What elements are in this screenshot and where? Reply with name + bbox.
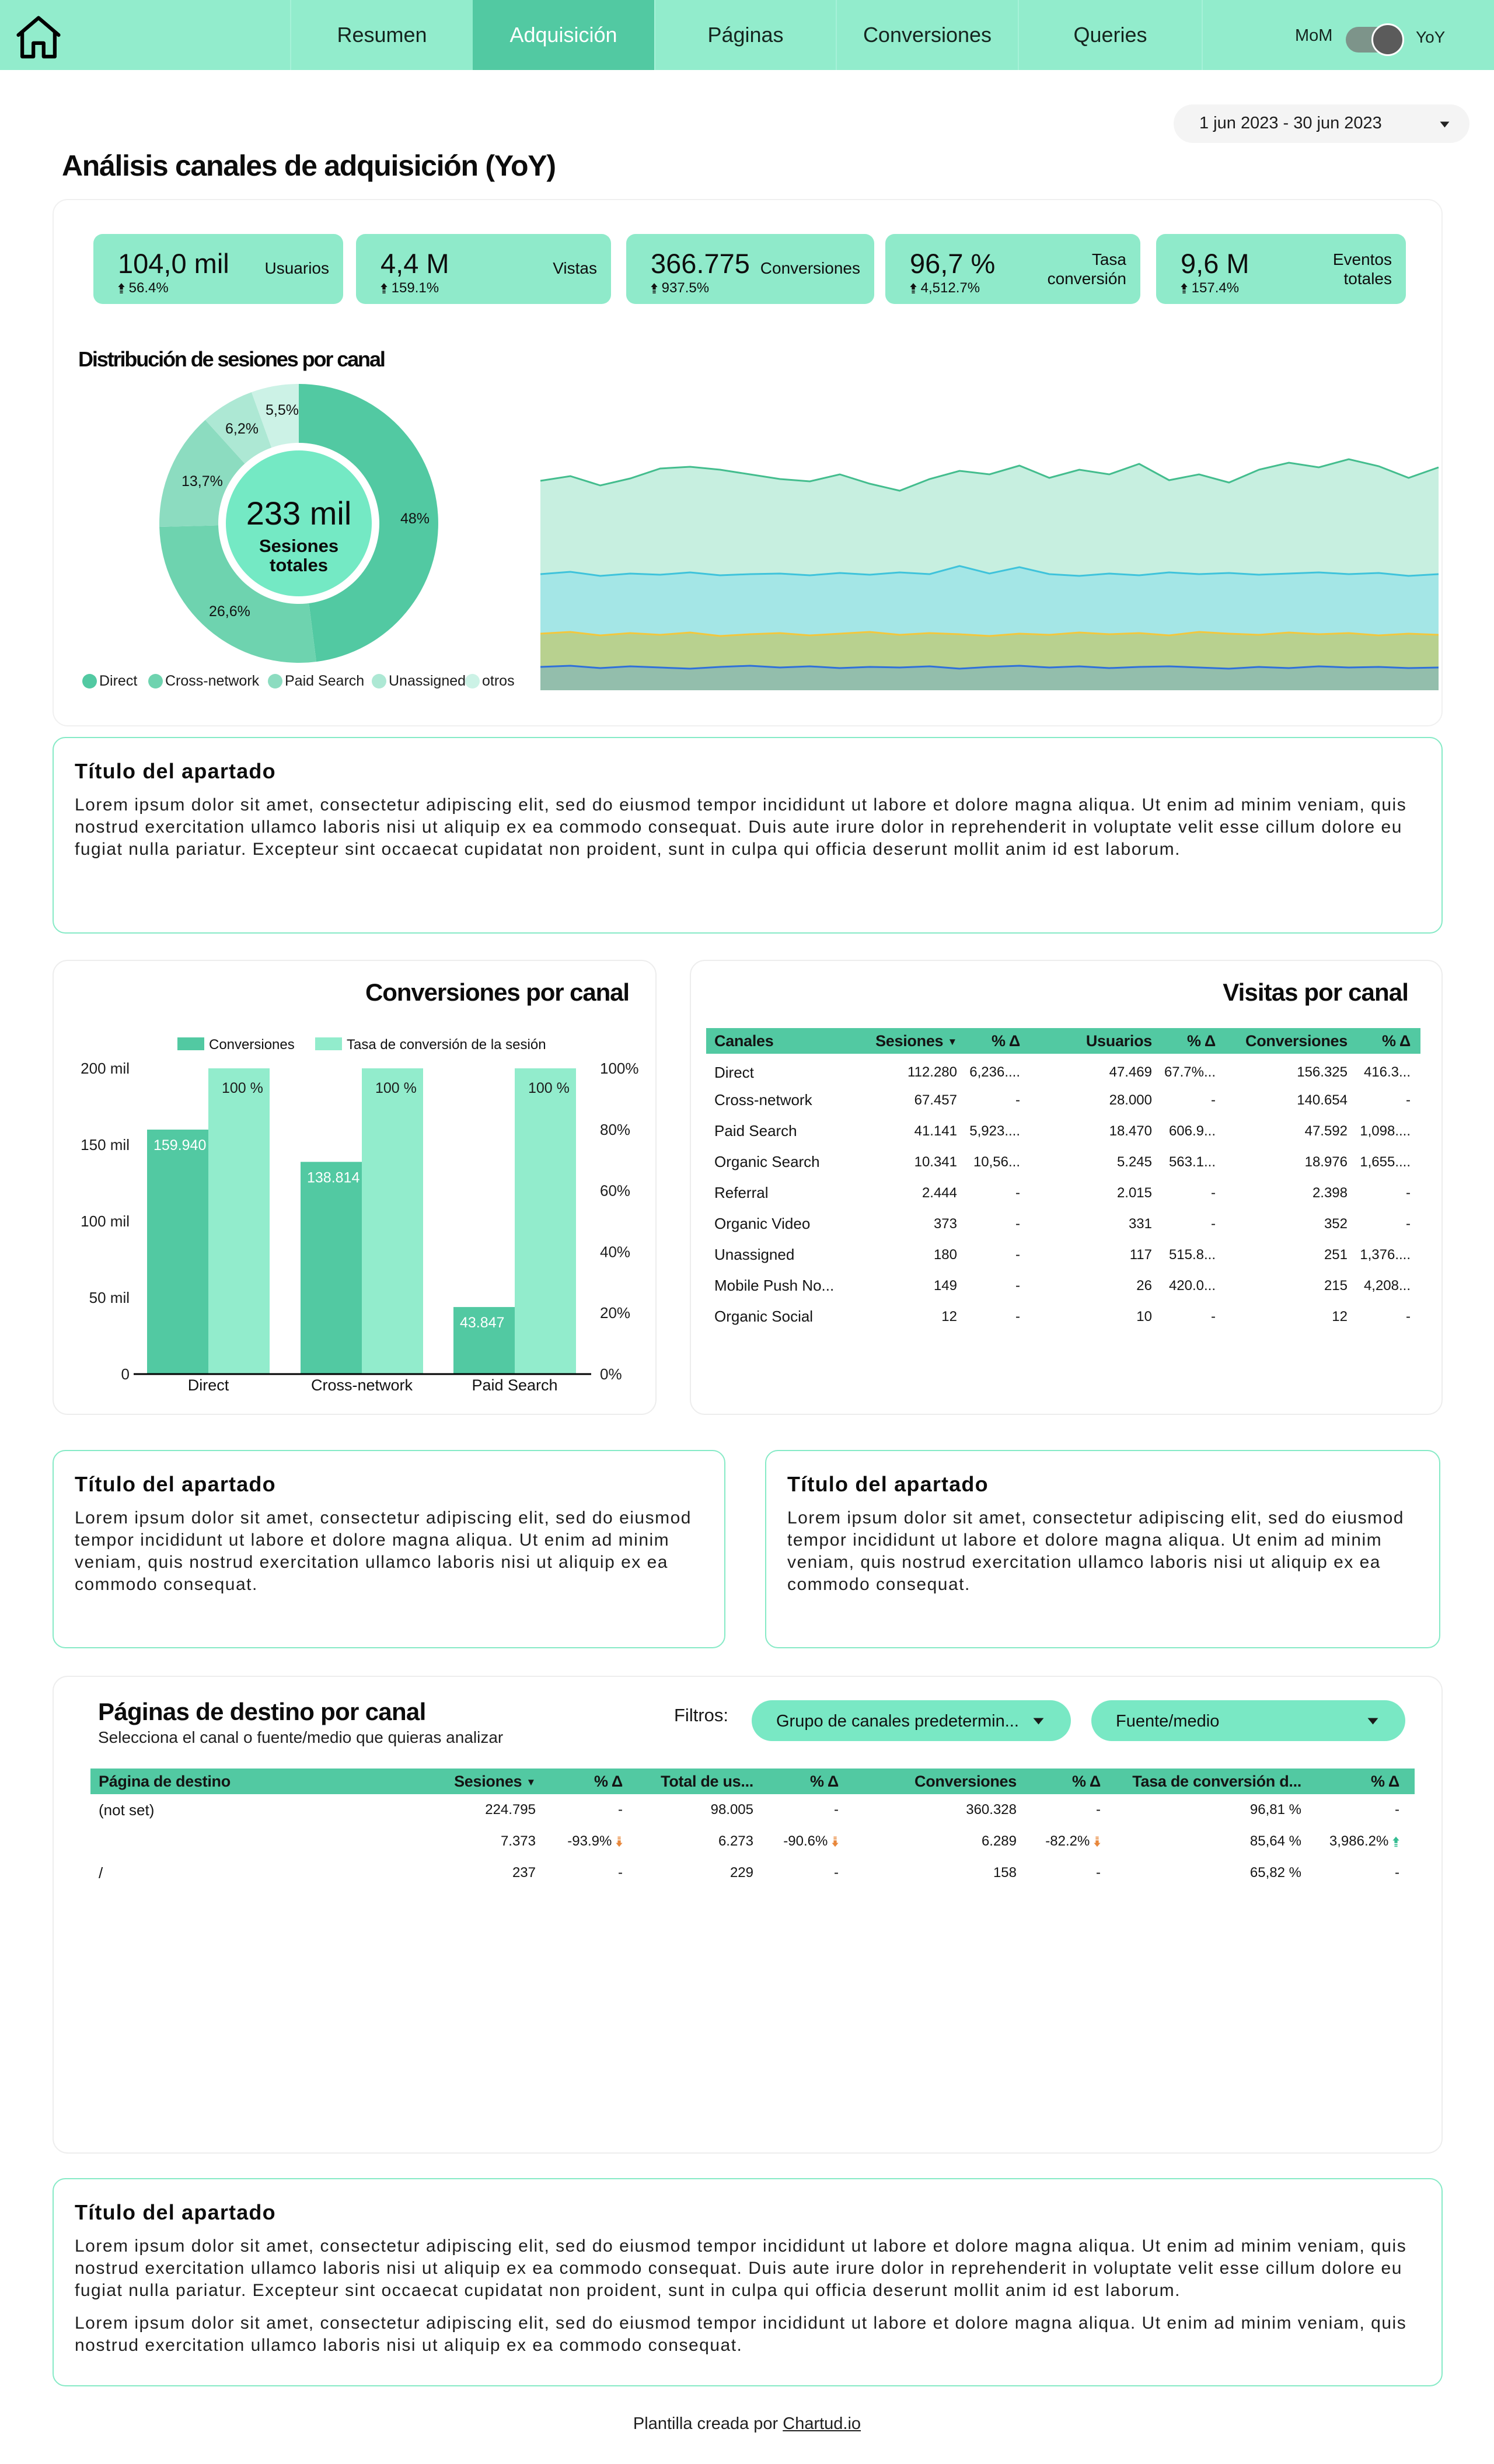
svg-text:43.847: 43.847 <box>460 1315 504 1331</box>
svg-text:0%: 0% <box>600 1365 622 1383</box>
svg-text:26,6%: 26,6% <box>209 603 250 620</box>
svg-text:40%: 40% <box>600 1243 630 1260</box>
svg-text:159.940: 159.940 <box>153 1137 206 1154</box>
svg-text:100 mil: 100 mil <box>81 1212 130 1230</box>
svg-text:totales: totales <box>270 555 328 575</box>
svg-text:48%: 48% <box>400 511 430 527</box>
svg-text:20%: 20% <box>600 1304 630 1322</box>
svg-text:Direct: Direct <box>188 1376 229 1394</box>
svg-text:Sesiones: Sesiones <box>259 536 338 556</box>
svg-text:13,7%: 13,7% <box>181 473 223 490</box>
svg-text:100 %: 100 % <box>375 1080 417 1096</box>
svg-text:100%: 100% <box>600 1060 639 1077</box>
svg-text:0: 0 <box>121 1365 130 1383</box>
svg-text:100 %: 100 % <box>528 1080 570 1096</box>
svg-text:138.814: 138.814 <box>307 1169 359 1186</box>
svg-text:Conversiones: Conversiones <box>209 1037 295 1053</box>
svg-text:6,2%: 6,2% <box>225 421 259 437</box>
svg-text:Paid Search: Paid Search <box>472 1376 557 1394</box>
svg-text:80%: 80% <box>600 1121 630 1138</box>
svg-text:233 mil: 233 mil <box>246 495 352 532</box>
svg-text:Cross-network: Cross-network <box>311 1376 413 1394</box>
svg-text:5,5%: 5,5% <box>266 402 299 418</box>
svg-text:50 mil: 50 mil <box>89 1289 130 1306</box>
svg-text:100 %: 100 % <box>222 1080 263 1096</box>
svg-text:60%: 60% <box>600 1182 630 1200</box>
svg-text:Tasa de conversión de la sesió: Tasa de conversión de la sesión <box>347 1037 546 1053</box>
svg-text:150 mil: 150 mil <box>81 1136 130 1154</box>
svg-text:200 mil: 200 mil <box>81 1060 130 1077</box>
